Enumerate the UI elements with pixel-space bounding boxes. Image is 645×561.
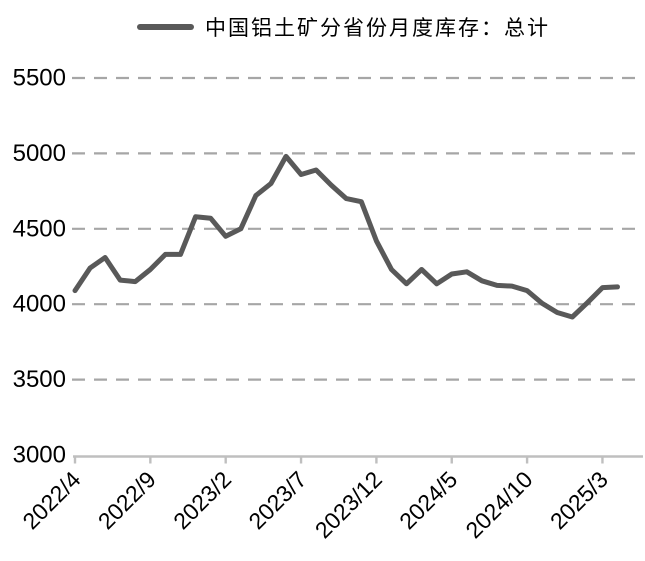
legend: 中国铝土矿分省份月度库存：总计 xyxy=(0,12,645,42)
y-axis-tick-label: 5500 xyxy=(13,65,66,92)
x-axis-tick-label: 2022/9 xyxy=(93,466,161,534)
legend-series-label: 中国铝土矿分省份月度库存：总计 xyxy=(205,16,550,40)
y-axis-tick-label: 5000 xyxy=(13,140,66,167)
x-axis-tick-label: 2022/4 xyxy=(17,466,85,534)
x-axis-tick-label: 2023/7 xyxy=(243,466,311,534)
legend-line-marker xyxy=(137,24,194,30)
x-axis-tick-label: 2024/5 xyxy=(394,466,462,534)
series-line-total-inventory xyxy=(72,153,620,320)
x-axis-tick-label: 2024/10 xyxy=(460,466,537,543)
y-axis-tick-label: 4000 xyxy=(13,291,66,318)
x-axis-tick-label: 2025/3 xyxy=(545,466,613,534)
y-axis-tick-label: 4500 xyxy=(13,215,66,242)
y-axis-tick-label: 3000 xyxy=(13,442,66,469)
y-axis-tick-label: 3500 xyxy=(13,366,66,393)
x-axis-tick-label: 2023/2 xyxy=(168,466,236,534)
x-axis-tick-label: 2023/12 xyxy=(310,466,387,543)
